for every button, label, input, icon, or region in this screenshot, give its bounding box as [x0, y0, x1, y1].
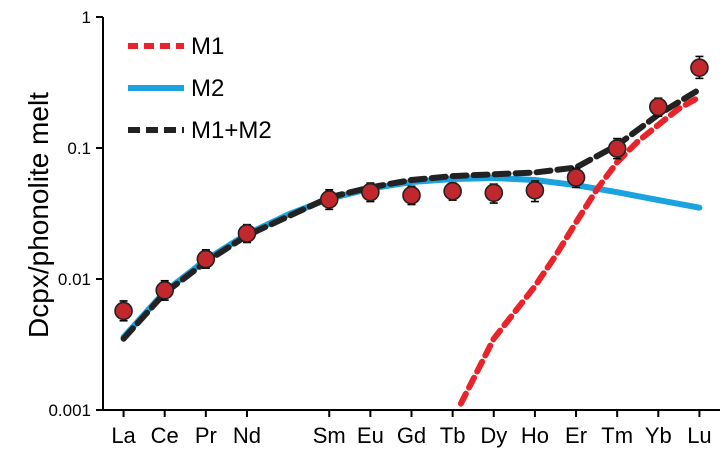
legend-label-0: M1 [191, 33, 224, 60]
data-point-1 [155, 280, 174, 300]
x-tick-label-0: La [111, 423, 136, 448]
y-tick-label-0: 0.001 [48, 401, 91, 420]
data-point-5 [361, 182, 380, 202]
x-tick-label-10: Er [565, 423, 587, 448]
data-point-13 [690, 58, 709, 78]
data-point-12 [648, 97, 668, 117]
data-point-6 [402, 186, 421, 205]
y-tick-label-1: 0.01 [58, 270, 91, 289]
data-point-0 [114, 301, 133, 321]
x-tick-label-9: Ho [521, 423, 549, 448]
data-point-11 [607, 139, 627, 158]
x-tick-label-12: Yb [645, 423, 672, 448]
x-tick-label-5: Eu [357, 423, 384, 448]
data-point-2 [196, 249, 216, 269]
data-point-3 [237, 224, 257, 243]
data-point-10 [566, 168, 586, 187]
x-tick-label-7: Tb [440, 423, 466, 448]
legend-label-2: M1+M2 [191, 117, 272, 144]
y-tick-label-2: 0.1 [67, 139, 91, 158]
data-point-7 [443, 181, 462, 201]
x-tick-label-11: Tm [601, 423, 633, 448]
x-tick-label-4: Sm [313, 423, 346, 448]
x-tick-label-6: Gd [397, 423, 426, 448]
legend-label-1: M2 [191, 75, 224, 102]
data-point-4 [319, 190, 339, 209]
data-point-8 [484, 183, 504, 203]
y-axis-label: Dcpx/phonolite melt [23, 92, 54, 338]
x-tick-label-13: Lu [687, 423, 711, 448]
x-tick-label-3: Nd [233, 423, 261, 448]
data-point-9 [525, 181, 545, 200]
x-tick-label-1: Ce [151, 423, 179, 448]
plot-area [120, 86, 703, 407]
y-tick-label-3: 1 [82, 8, 91, 27]
series-line-m1-plus-m2 [120, 86, 703, 342]
x-tick-label-8: Dy [480, 423, 507, 448]
x-tick-label-2: Pr [195, 423, 217, 448]
series-line-m1 [457, 94, 703, 407]
